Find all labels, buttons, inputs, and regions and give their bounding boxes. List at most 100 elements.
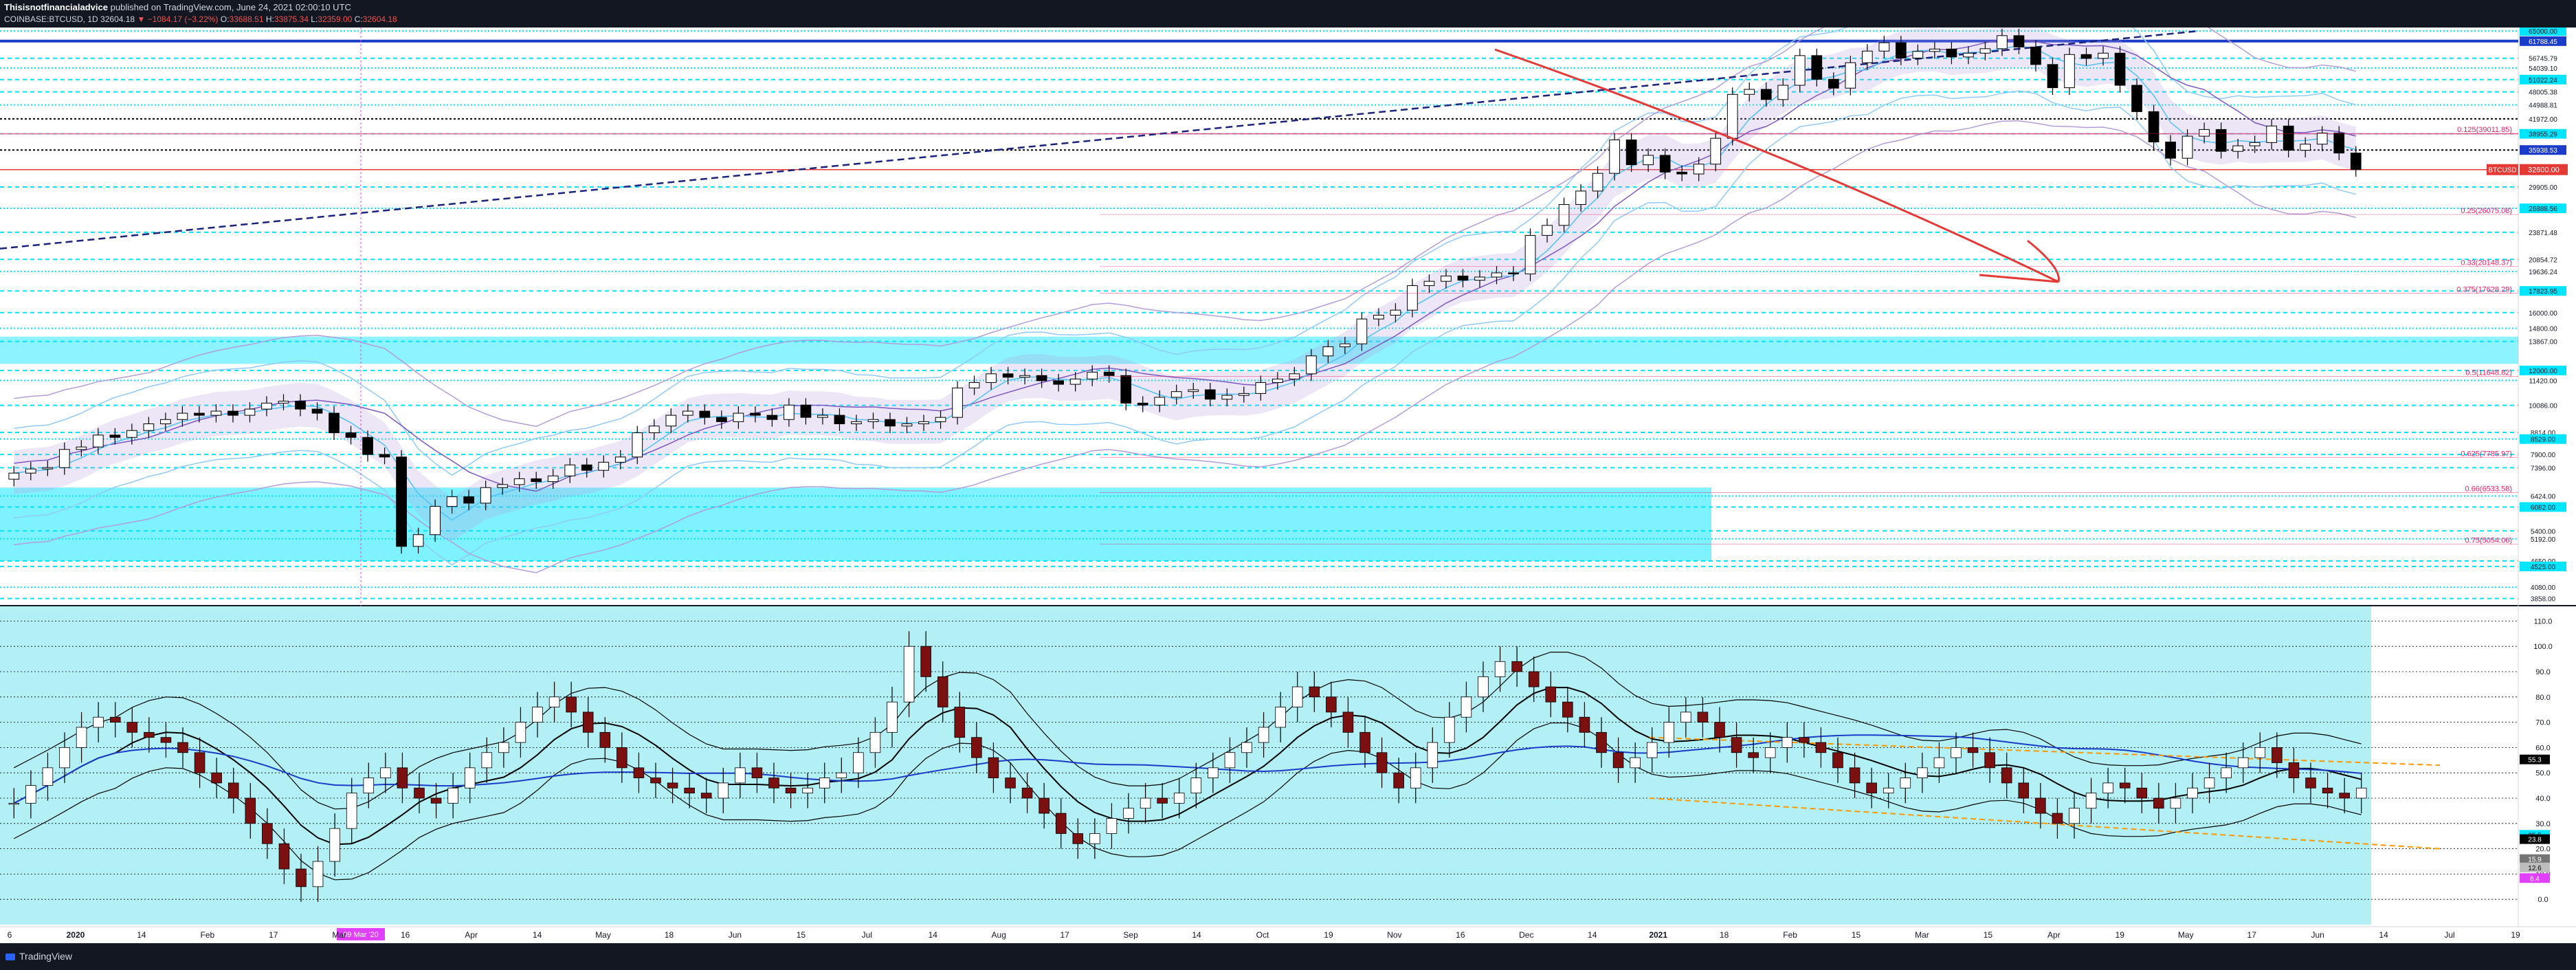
price-tick-label: 35938.53 [2529, 147, 2557, 155]
osc-candle-body [1900, 778, 1911, 789]
price-tick-label: 41972.00 [2529, 116, 2557, 124]
candle-body [278, 401, 289, 404]
tradingview-logo[interactable]: TradingView [5, 951, 72, 962]
time-tick-label: Nov [1387, 930, 1401, 940]
candle-body [2266, 125, 2278, 143]
candle-body [76, 446, 87, 450]
osc-candle-body [735, 767, 746, 784]
time-tick-label: 14 [137, 930, 146, 940]
candle-body [716, 417, 727, 422]
ma-band-line [14, 38, 2356, 492]
osc-candle-body [566, 696, 577, 713]
last-price: 32604.18 [100, 14, 135, 24]
candle-body [766, 415, 778, 420]
osc-candle-body [1849, 767, 1861, 784]
osc-candle-body [1680, 712, 1691, 723]
candle-body [2013, 35, 2025, 47]
osc-candle-body [1461, 696, 1472, 718]
close-label: C: [354, 14, 363, 24]
candle-body [1457, 275, 1469, 281]
candle-body [160, 419, 171, 425]
candle-body [1777, 85, 1789, 100]
osc-candle-body [1005, 778, 1016, 789]
price-tick-label: 5400.00 [2531, 528, 2556, 536]
author-name[interactable]: Thisisnotfinancialadvice [4, 2, 108, 12]
osc-candle-body [1883, 787, 1894, 794]
osc-candle-body [160, 737, 172, 743]
price-tick-label: 23871.48 [2529, 230, 2557, 237]
osc-candle-body [2272, 747, 2283, 763]
osc-candle-body [920, 646, 931, 677]
candle-body [1997, 35, 2008, 49]
osc-candle-body [2355, 787, 2367, 799]
crosshair-date-tag [337, 928, 385, 940]
price-tick-label: 56745.79 [2529, 56, 2557, 63]
candle-body [143, 423, 155, 431]
osc-candle-body [93, 716, 104, 728]
candle-body [430, 506, 441, 536]
price-tick-label: 11420.00 [2529, 377, 2557, 385]
price-tick-label: 13867.00 [2529, 339, 2557, 346]
oscillator-axis[interactable]: 110.0 100.0 90.0 80.0 70.0 60.0 50.0 40.0 30.0 20… [2520, 617, 2553, 904]
osc-candle-body [177, 742, 188, 753]
candle-body [867, 419, 879, 422]
time-axis[interactable]: 6 2020 14 Feb 17 Mar 16 Apr 14 May 18 Jun 15 Jul 14 Aug… [8, 930, 2520, 940]
osc-candle-body [937, 676, 948, 707]
osc-value-tag-bg [2520, 873, 2550, 883]
price-tick-label: 48005.38 [2529, 89, 2557, 97]
oscillator-pane[interactable] [0, 606, 2518, 925]
osc-band-lower [14, 723, 2362, 881]
candle-body [598, 461, 610, 471]
candle-body [1356, 318, 1368, 344]
candle-body [379, 454, 390, 458]
osc-candle-body [363, 778, 375, 794]
osc-tick-label: 0.0 [2538, 896, 2548, 904]
fib-level-label: 0.75(5054.06) [2465, 537, 2513, 545]
osc-candle-body [2322, 787, 2333, 794]
candle-body [2114, 52, 2126, 86]
osc-candle-body [1781, 737, 1793, 748]
osc-candle-body [1511, 661, 1522, 672]
osc-candle-body [768, 778, 779, 789]
time-tick-label: 6 [8, 930, 12, 940]
candle-body [1120, 375, 1132, 404]
time-tick-label: Oct [1256, 930, 1269, 940]
osc-candle-body [1173, 793, 1185, 804]
time-tick-label: Dec [1519, 930, 1533, 940]
price-tick-label: 3858.00 [2531, 596, 2556, 604]
osc-candle-body [1697, 712, 1709, 723]
candle-body [1373, 314, 1384, 320]
osc-candle-body [1427, 742, 1439, 769]
osc-candle-body [447, 787, 458, 804]
high-value: 33875.34 [274, 14, 309, 24]
candle-body [1407, 285, 1418, 311]
osc-candle-body [1123, 808, 1134, 819]
osc-candle-body [2001, 767, 2012, 784]
time-tick-label: Apr [2047, 930, 2061, 940]
time-tick-label: 17 [1060, 930, 1069, 940]
osc-candle-body [76, 727, 87, 748]
candle-body [1002, 373, 1014, 378]
osc-value-tag-bg [2520, 862, 2550, 872]
candle-body [1878, 42, 1890, 52]
time-tick-label: 14 [1588, 930, 1597, 940]
time-tick-label: 17 [269, 930, 278, 940]
main-price-pane[interactable]: 0.125(39011.85) 0.25(26075.08) 0.33(20148.… [0, 27, 2518, 599]
candle-body [1794, 55, 1806, 86]
close-value: 32604.18 [362, 14, 397, 24]
candle-body [2148, 111, 2159, 143]
osc-candle-body [1799, 737, 1810, 743]
time-tick-label: Mar [1915, 930, 1929, 940]
symbol-label[interactable]: COINBASE:BTCUSD, 1D [4, 14, 98, 24]
candle-body [1137, 402, 1148, 406]
osc-candle-body [1748, 752, 1759, 758]
price-axis[interactable]: 65000.00 61788.45 56745.79 54039.10 51022.24… [2487, 27, 2568, 604]
time-tick-label: May [595, 930, 611, 940]
price-chart[interactable]: 0.125(39011.85) 0.25(26075.08) 0.33(20148.… [0, 27, 2576, 943]
ma-band-line [14, 27, 2356, 476]
osc-candle-body [1208, 767, 1219, 778]
osc-candle-body [1764, 747, 1776, 758]
candle-body [1744, 89, 1755, 95]
osc-value-tag: 55.3 [2528, 757, 2542, 764]
time-tick-label: Apr [465, 930, 478, 940]
